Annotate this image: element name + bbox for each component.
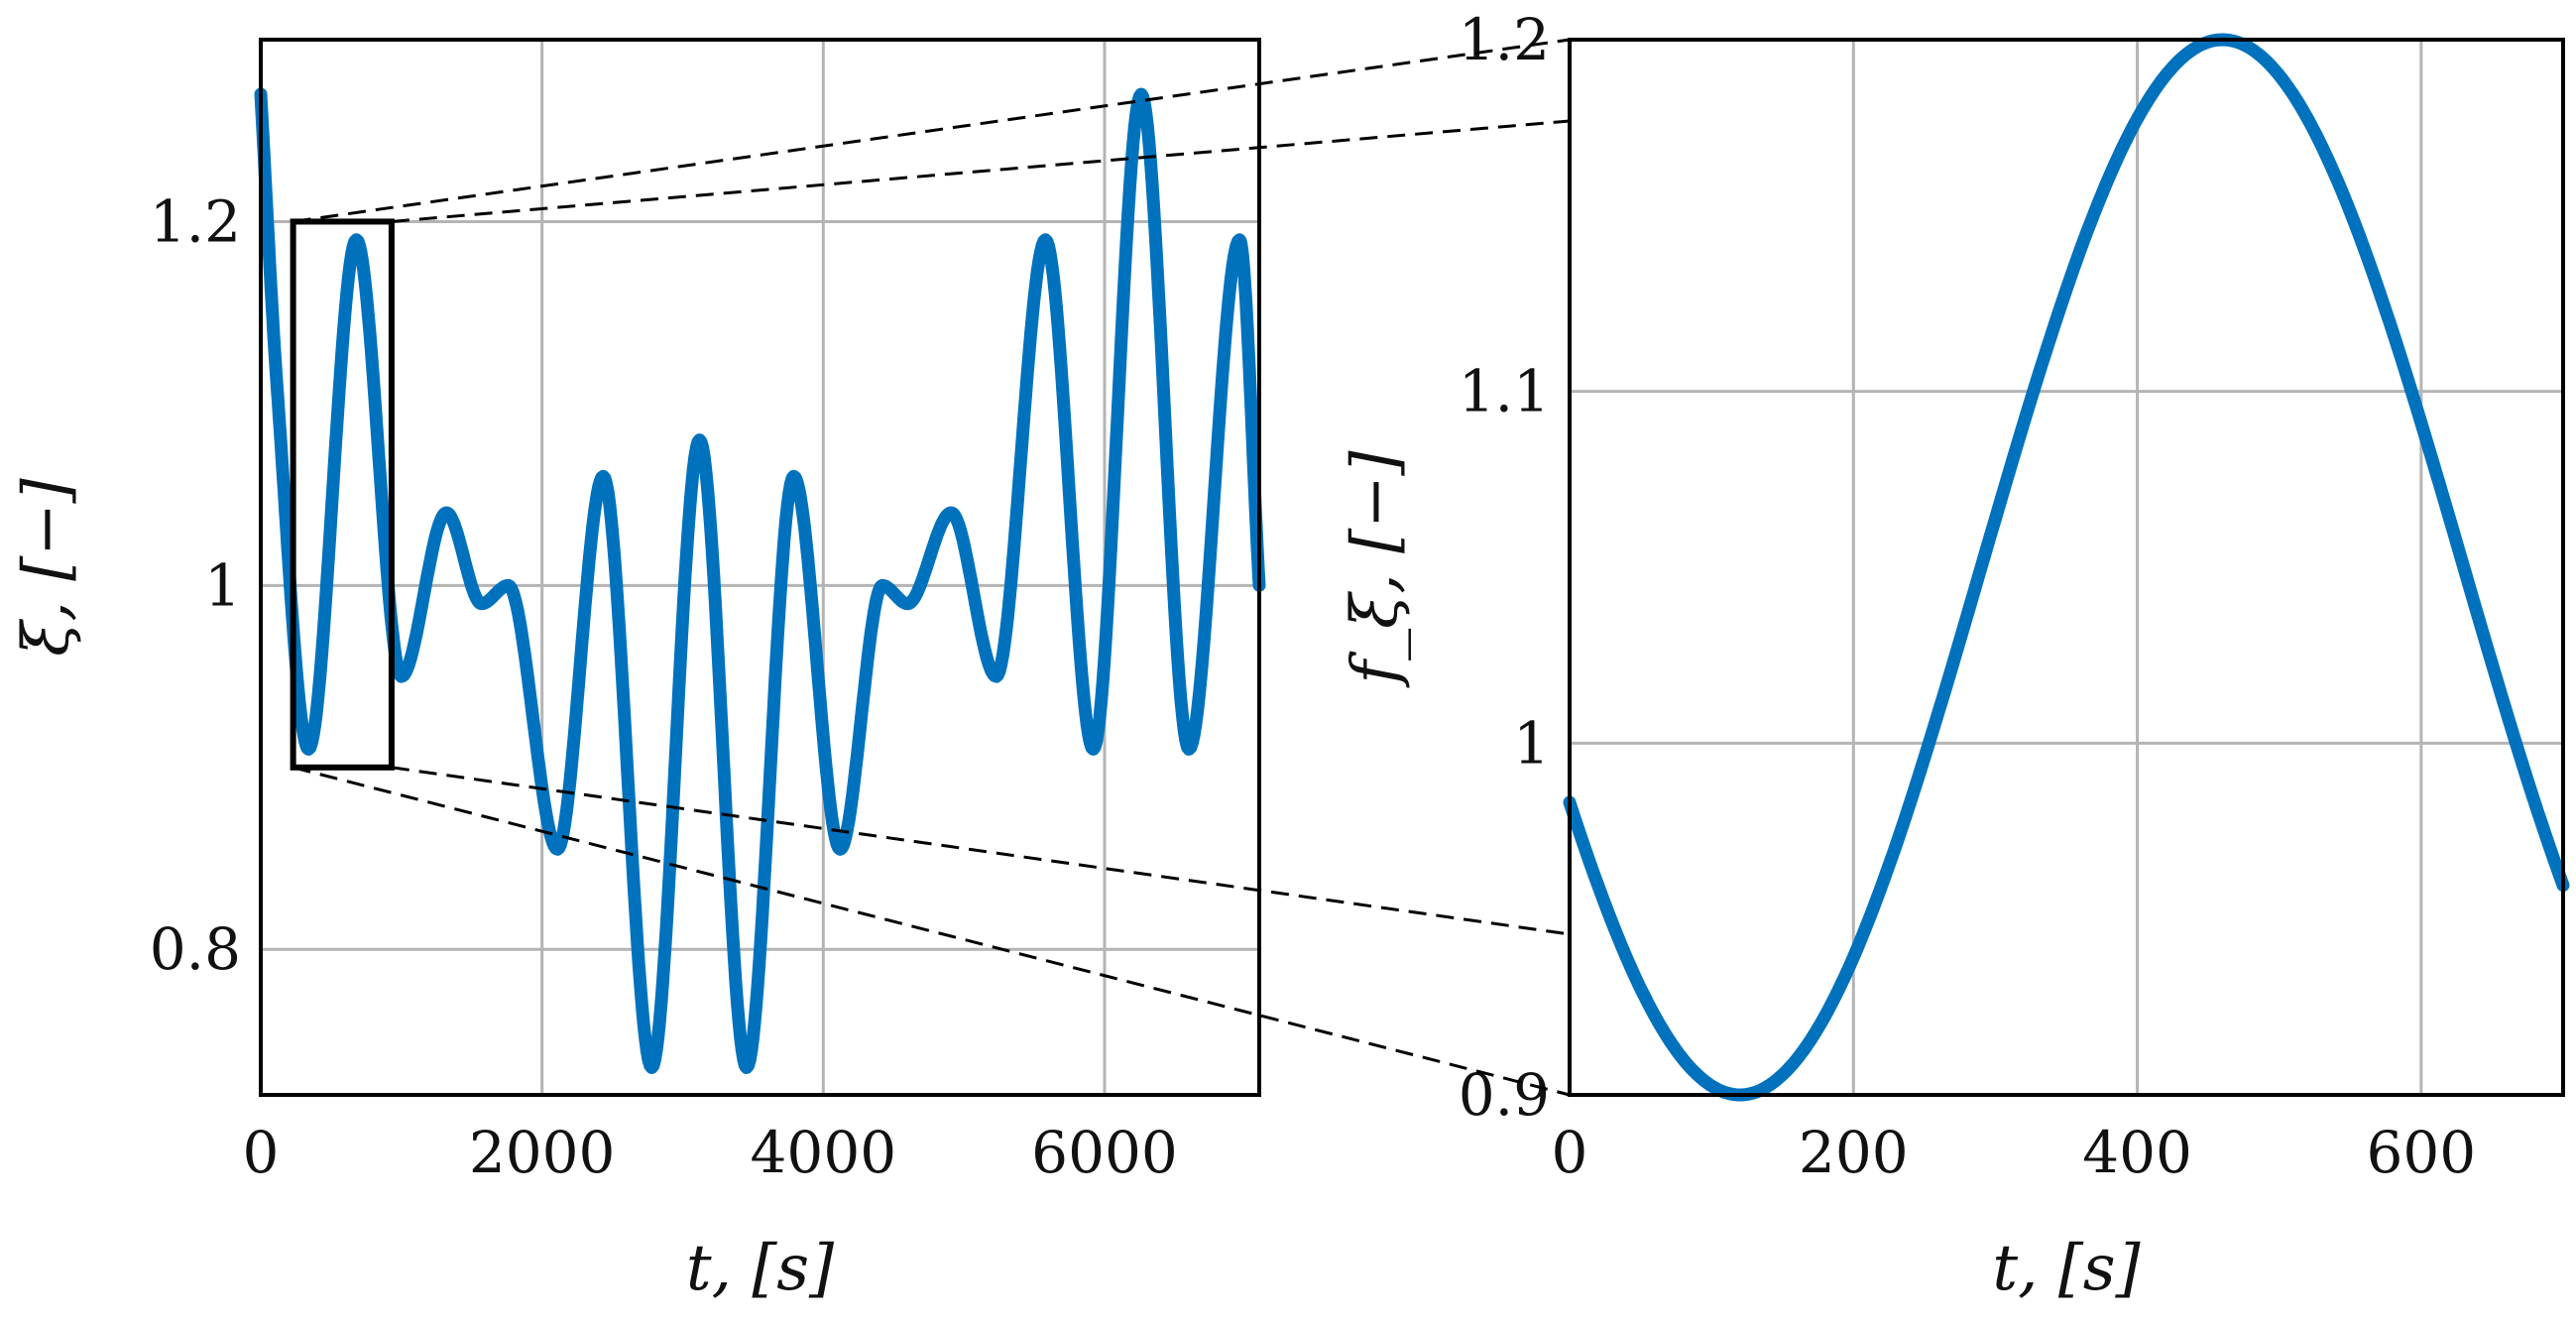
y-tick-label: 1 <box>1513 709 1550 777</box>
y-tick-label: 1.2 <box>1459 6 1550 73</box>
right-gridlines <box>1568 38 2563 1097</box>
left-axes-frame <box>259 38 1261 1097</box>
left-series-line <box>254 87 1266 1074</box>
left-chart: 0 2000 4000 6000 0.8 1 1.2 t, [s] ξ, [−] <box>10 38 1266 1305</box>
zoom-connector-line <box>293 38 1571 223</box>
x-tick-label: 4000 <box>751 1119 897 1186</box>
x-tick-label: 0 <box>243 1119 280 1186</box>
right-y-tick-labels: 0.9 1 1.1 1.2 <box>1459 6 1550 1129</box>
right-series-line <box>1563 33 2570 1102</box>
left-y-axis-label: ξ, [−] <box>10 477 83 657</box>
x-tick-label: 400 <box>2082 1119 2192 1186</box>
x-tick-label: 600 <box>2366 1119 2476 1186</box>
y-tick-label: 1.2 <box>150 187 241 255</box>
x-tick-label: 0 <box>1552 1119 1588 1186</box>
right-x-axis-label: t, [s] <box>1992 1232 2141 1305</box>
left-y-tick-labels: 0.8 1 1.2 <box>150 187 241 983</box>
x-tick-label: 200 <box>1799 1119 1909 1186</box>
x-tick-label: 6000 <box>1031 1119 1178 1186</box>
y-tick-label: 1 <box>204 551 241 619</box>
right-x-tick-labels: 0 200 400 600 <box>1552 1119 2477 1186</box>
zoom-box <box>290 218 395 771</box>
right-chart: 0 200 400 600 0.9 1 1.1 1.2 t, [s] f_ξ, [−] <box>1339 6 2570 1305</box>
zoom-connector-lines <box>293 38 1571 1097</box>
right-axes-frame <box>1568 38 2565 1097</box>
left-x-axis-label: t, [s] <box>686 1232 835 1305</box>
zoom-connector-line <box>391 766 1571 936</box>
right-y-axis-label: f_ξ, [−] <box>1339 449 1412 687</box>
x-tick-label: 2000 <box>469 1119 616 1186</box>
y-tick-label: 1.1 <box>1459 358 1550 425</box>
left-x-tick-labels: 0 2000 4000 6000 <box>243 1119 1178 1186</box>
y-tick-label: 0.9 <box>1459 1061 1550 1129</box>
zoom-connector-line <box>293 766 1571 1097</box>
zoom-connector-line <box>391 119 1571 223</box>
y-tick-label: 0.8 <box>150 915 241 983</box>
